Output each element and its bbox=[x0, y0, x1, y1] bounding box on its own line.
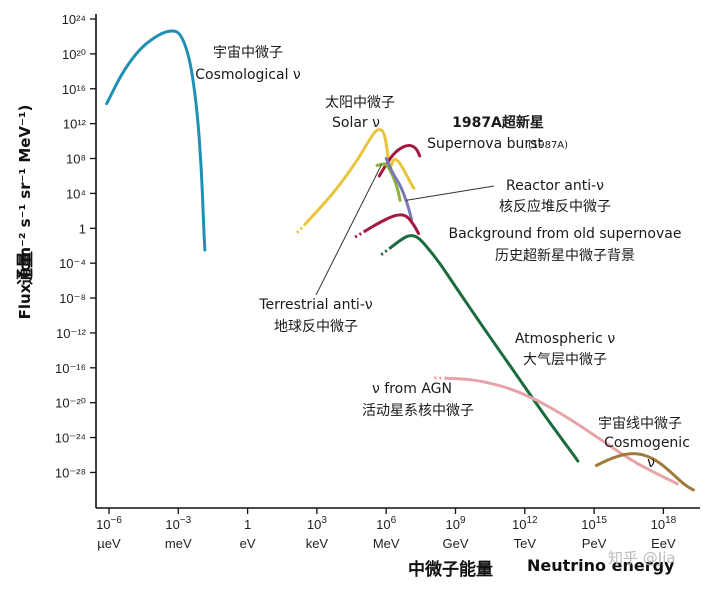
series-cosmological-line bbox=[105, 29, 207, 252]
x-tick-unit: µeV bbox=[97, 536, 121, 551]
series-atmospheric-dotted-tail bbox=[380, 246, 392, 256]
x-tick-unit: EeV bbox=[651, 536, 676, 551]
series-background_sn-label-en: Background from old supernovae bbox=[449, 226, 682, 242]
x-tick-label: 106 bbox=[376, 515, 396, 532]
x-tick-label: 109 bbox=[445, 515, 465, 532]
series-solar-label-en: Solar ν bbox=[332, 115, 380, 131]
annotations: 宇宙中微子 Cosmological ν 太阳中微子 Solar ν 1987A超新星 S… bbox=[195, 45, 690, 471]
y-tick-label: 10²⁰ bbox=[62, 47, 86, 62]
series-terrestrial-label-cn: 地球反中微子 bbox=[274, 319, 358, 335]
x-tick-unit: TeV bbox=[514, 536, 537, 551]
y-tick-label: 10⁸ bbox=[66, 152, 86, 167]
series-agn-label-cn: 活动星系核中微子 bbox=[362, 403, 474, 419]
series-sn1987a-line bbox=[377, 143, 422, 178]
watermark: 知乎 @Jia bbox=[608, 549, 676, 567]
series-terrestrial-label-en: Terrestrial anti-ν bbox=[258, 297, 373, 313]
x-tick-label: 1015 bbox=[581, 515, 607, 532]
x-tick-label: 10−6 bbox=[96, 515, 122, 532]
y-tick-label: 10⁻²⁴ bbox=[55, 431, 86, 446]
series-cosmological-label-en: Cosmological ν bbox=[195, 67, 301, 83]
y-tick-label: 10⁻²⁰ bbox=[55, 396, 86, 411]
series-sn1987a-label-cn: 1987A超新星 bbox=[452, 114, 544, 131]
series-reactor-label-en: Reactor anti-ν bbox=[506, 178, 604, 194]
x-tick-unit: GeV bbox=[442, 536, 468, 551]
y-tick-label: 10⁻¹⁶ bbox=[55, 361, 86, 376]
series-background_sn-dotted-tail bbox=[354, 229, 367, 239]
y-axis-label-en: Flux (cm⁻² s⁻¹ sr⁻¹ MeV⁻¹) bbox=[16, 105, 34, 320]
leader-lines bbox=[315, 164, 495, 296]
x-tick-label: 1 bbox=[244, 517, 251, 532]
x-tick-unit: eV bbox=[240, 536, 256, 551]
series-solar-dotted-tail bbox=[296, 222, 307, 234]
terrestrial-leader bbox=[315, 164, 383, 296]
x-axis-label-en: Neutrino energy bbox=[527, 556, 675, 575]
x-tick-unit: meV bbox=[165, 536, 192, 551]
series-sn1987a-label-note: (1987A) bbox=[528, 140, 568, 151]
series-agn-label-en: ν from AGN bbox=[372, 381, 452, 397]
x-tick-unit: MeV bbox=[373, 536, 400, 551]
series-sn1987a-label-en: Supernova burst bbox=[427, 136, 543, 152]
y-tick-label: 10⁴ bbox=[66, 186, 86, 201]
y-axis-label-cn: 通量 bbox=[15, 251, 36, 285]
series-background_sn-line bbox=[363, 213, 420, 235]
plot-curves bbox=[105, 29, 695, 492]
x-tick-unit: keV bbox=[306, 536, 329, 551]
series-cosmogenic-line bbox=[594, 452, 695, 492]
series-solar-line bbox=[303, 128, 416, 226]
y-tick-label: 10⁻²⁸ bbox=[55, 465, 86, 480]
series-atmospheric-line bbox=[389, 234, 580, 463]
series-cosmogenic-label-en2: ν bbox=[647, 455, 655, 471]
reactor-leader bbox=[405, 185, 495, 201]
series-cosmogenic-label-cn: 宇宙线中微子 bbox=[598, 416, 682, 432]
y-tick-label: 1 bbox=[79, 221, 86, 236]
series-background_sn-label-cn: 历史超新星中微子背景 bbox=[495, 248, 635, 264]
y-tick-label: 10⁻⁸ bbox=[59, 291, 86, 306]
axis-ticks: 10²⁴ 10²⁰ 10¹⁶ 10¹² 10⁸ 10⁴ 1 10⁻⁴ 10⁻⁸ 10⁻¹² 10⁻¹… bbox=[55, 12, 677, 551]
x-axis-label-cn: 中微子能量 bbox=[408, 559, 493, 580]
y-tick-label: 10¹⁶ bbox=[62, 82, 86, 97]
y-tick-label: 10²⁴ bbox=[62, 12, 86, 27]
y-tick-label: 10⁻⁴ bbox=[59, 256, 86, 271]
series-cosmogenic-label-en: Cosmogenic bbox=[604, 435, 690, 451]
series-agn-line bbox=[444, 376, 679, 486]
y-tick-label: 10⁻¹² bbox=[56, 326, 87, 341]
series-solar-label-cn: 太阳中微子 bbox=[325, 95, 395, 111]
y-tick-label: 10¹² bbox=[63, 117, 87, 132]
x-tick-label: 10−3 bbox=[165, 515, 191, 532]
series-atmospheric-label-cn: 大气层中微子 bbox=[523, 352, 607, 368]
x-tick-label: 1018 bbox=[651, 515, 677, 532]
series-cosmological-label-cn: 宇宙中微子 bbox=[213, 45, 283, 61]
series-reactor-label-cn: 核反应堆反中微子 bbox=[499, 198, 611, 215]
x-tick-label: 1012 bbox=[512, 515, 538, 532]
series-atmospheric-label-en: Atmospheric ν bbox=[515, 331, 615, 347]
x-tick-unit: PeV bbox=[582, 536, 607, 551]
x-tick-label: 103 bbox=[307, 515, 327, 532]
